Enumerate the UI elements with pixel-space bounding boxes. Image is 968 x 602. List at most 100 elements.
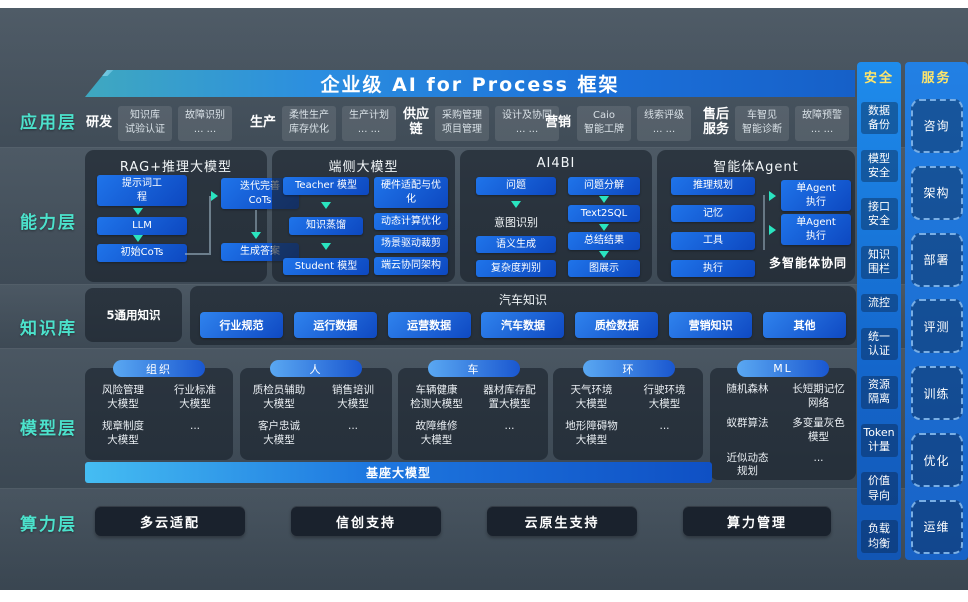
model-item: 近似动态 规划 [726, 451, 769, 478]
ai4bi-left-column: 问题 意图识别 语义生成 复杂度判别 [474, 177, 558, 277]
agent-single-agent-exec-2: 单Agent 执行 [781, 214, 851, 245]
connector-line [255, 210, 257, 232]
model-item: ... [504, 420, 515, 433]
arrow-right-icon [769, 225, 776, 235]
layer-label-compute: 算力层 [20, 515, 77, 535]
arrow-down-icon [321, 202, 331, 210]
model-grid: 车辆健康 检测大模型 器材库存配 置大模型 故障维修 大模型 ... [398, 368, 548, 454]
app-group-marketing: 营销 Caio 智能工牌 线索评级 ... ... [545, 101, 692, 145]
model-card-organization: 风险管理 大模型 行业标准 大模型 规章制度 大模型 ... [85, 368, 233, 460]
arrow-down-icon [599, 196, 609, 203]
model-item: 风险管理 大模型 [102, 384, 144, 410]
knowledge-chip: 质检数据 [575, 312, 659, 338]
agent-execution: 执行 [671, 259, 755, 277]
separator [0, 348, 968, 349]
service-item: 评测 [910, 299, 963, 354]
panel-rag-title: RAG+推理大模型 [119, 160, 233, 175]
panel-edge-model: 端侧大模型 Teacher 模型 知识蒸馏 Student 模型 硬件适配与优 … [272, 150, 455, 282]
model-item: 器材库存配 置大模型 [483, 384, 536, 410]
ai4bi-complexity-judgement: 复杂度判别 [476, 259, 556, 277]
model-item: 蚁群算法 [726, 417, 769, 430]
agent-left-column: 推理规划 记忆 工具 执行 [671, 177, 755, 277]
rag-initial-cots: 初始CoTs [97, 244, 187, 262]
model-item: 地形障碍物 大模型 [565, 420, 618, 446]
model-card-people: 质检员辅助 大模型 销售培训 大模型 客户忠诚 大模型 ... [240, 368, 392, 460]
edge-cloud-collab: 端云协同架构 [374, 257, 448, 275]
edge-dynamic-compute: 动态计算优化 [374, 212, 448, 231]
model-card-environment: 天气环境 大模型 行驶环境 大模型 地形障碍物 大模型 ... [553, 368, 703, 460]
app-box: 设计及协同 ... ... [495, 105, 560, 141]
edge-student-model: Student 模型 [283, 257, 369, 275]
edge-teacher-model: Teacher 模型 [283, 177, 369, 195]
band-compute [0, 489, 968, 590]
arrow-down-icon [599, 223, 609, 231]
model-item: ... [347, 420, 358, 433]
model-grid: 天气环境 大模型 行驶环境 大模型 地形障碍物 大模型 ... [553, 368, 703, 454]
service-column-title: 服务 [921, 71, 952, 86]
layer-label-capability: 能力层 [20, 213, 77, 233]
service-item: 训练 [910, 366, 963, 421]
panel-ai4bi-title: AI4BI [536, 156, 576, 171]
app-box: 生产计划 ... ... [342, 105, 397, 141]
app-group-rnd: 研发 知识库 试验认证 故障识别 ... ... [86, 101, 233, 145]
app-box: Caio 智能工牌 [577, 105, 632, 141]
framework-banner: 企业级 AI for Process 框架 [85, 70, 855, 97]
app-box: 车智见 智能诊断 [735, 105, 790, 141]
compute-cloudnative: 云原生支持 [487, 506, 637, 536]
edge-scenario-pruning: 场景驱动裁剪 [374, 235, 448, 253]
security-column: 安全 数据 备份 模型 安全 接口 安全 知识 围栏 流控 统一 认证 资源 隔… [857, 62, 901, 560]
app-box: 采购管理 项目管理 [435, 105, 490, 141]
app-group-label: 研发 [86, 114, 113, 130]
model-grid: 质检员辅助 大模型 销售培训 大模型 客户忠诚 大模型 ... [240, 368, 392, 454]
panel-agent: 智能体Agent 推理规划 记忆 工具 执行 单Agent 执行 单Agent … [657, 150, 855, 282]
security-item: 统一 认证 [860, 327, 898, 361]
security-column-title: 安全 [863, 71, 894, 86]
model-item: 行业标准 大模型 [174, 384, 216, 410]
app-box: 柔性生产 库存优化 [282, 105, 337, 141]
service-column: 服务 咨询 架构 部署 评测 训练 优化 运维 [905, 62, 968, 560]
model-item: 行驶环境 大模型 [643, 384, 686, 410]
panel-agent-title: 智能体Agent [713, 160, 799, 175]
ai4bi-text2sql: Text2SQL [568, 204, 640, 222]
model-item: 长短期记忆 网络 [792, 383, 845, 409]
rag-prompt-engineering: 提示词工 程 [97, 175, 187, 206]
app-box: 故障预警 ... ... [795, 105, 850, 141]
ai4bi-intent-recognition: 意图识别 [494, 215, 538, 229]
connector-line [185, 196, 211, 255]
arrow-down-icon [511, 200, 521, 208]
arrow-down-icon [133, 235, 143, 242]
security-item: 接口 安全 [860, 197, 898, 231]
base-model-bar: 基座大模型 [85, 462, 712, 483]
model-card-ml: 随机森林 长短期记忆 网络 蚁群算法 多变量灰色 模型 近似动态 规划 ... [710, 368, 856, 480]
agent-multi-agent-caption: 多智能体协同 [769, 256, 848, 270]
framework-title: 企业级 AI for Process 框架 [320, 74, 620, 96]
compute-management: 算力管理 [683, 506, 831, 536]
service-item: 部署 [910, 232, 963, 287]
security-item: 资源 隔离 [860, 375, 898, 409]
app-group-label: 售后 服务 [703, 107, 730, 137]
model-item: 随机森林 [726, 383, 769, 395]
arrow-down-icon [321, 242, 331, 250]
model-pill-environment: 环 [583, 360, 675, 377]
knowledge-chip: 行业规范 [200, 312, 283, 338]
knowledge-chip: 其他 [762, 312, 846, 338]
service-item: 优化 [910, 433, 963, 488]
app-group-supply-chain: 供应 链 采购管理 项目管理 设计及协同 ... ... [403, 101, 560, 145]
edge-knowledge-distillation: 知识蒸馏 [289, 217, 363, 235]
separator [0, 147, 968, 148]
model-item: 故障维修 大模型 [415, 420, 458, 446]
separator [0, 488, 968, 489]
agent-reasoning-planning: 推理规划 [671, 177, 755, 195]
app-box: 线索评级 ... ... [637, 105, 692, 141]
model-item: 客户忠诚 大模型 [258, 420, 300, 446]
app-group-label: 营销 [545, 114, 572, 130]
agent-single-agent-exec-1: 单Agent 执行 [781, 180, 851, 211]
ai4bi-semantic-generation: 语义生成 [476, 235, 556, 254]
arrow-right-icon [211, 191, 218, 201]
connector-line [763, 195, 765, 250]
app-box: 知识库 试验认证 [118, 105, 173, 141]
model-item: ... [659, 420, 670, 433]
security-item: 流控 [860, 294, 898, 313]
knowledge-chip: 运行数据 [293, 312, 377, 338]
security-item: 知识 围栏 [860, 245, 898, 279]
